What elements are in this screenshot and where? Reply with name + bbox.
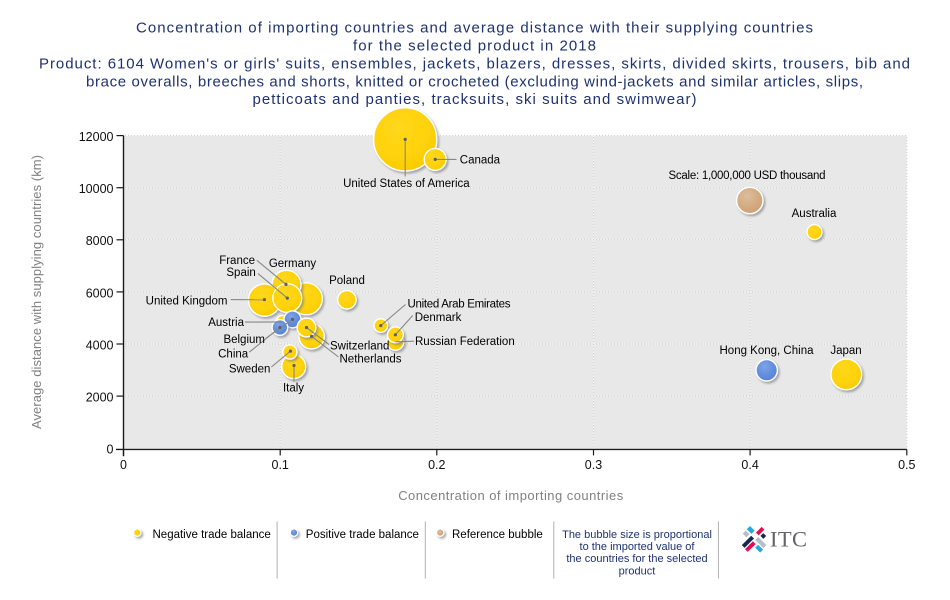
svg-text:to the imported value of: to the imported value of [580,541,696,553]
svg-text:Scale: 1,000,000 USD thousand: Scale: 1,000,000 USD thousand [669,170,826,182]
svg-text:Russian Federation: Russian Federation [415,336,515,348]
svg-text:Canada: Canada [460,155,501,167]
svg-text:Germany: Germany [269,258,317,270]
svg-text:Reference bubble: Reference bubble [452,529,543,541]
svg-text:Poland: Poland [329,275,365,287]
svg-text:Spain: Spain [226,267,255,279]
svg-text:Switzerland: Switzerland [330,340,389,352]
svg-text:Australia: Australia [792,208,837,220]
svg-text:the countries for the selected: the countries for the selected [566,553,707,565]
svg-text:Belgium: Belgium [223,334,265,346]
svg-text:Italy: Italy [283,382,304,394]
svg-text:0: 0 [107,443,114,457]
svg-text:0: 0 [120,458,127,472]
svg-text:4000: 4000 [86,338,114,352]
svg-text:petticoats and panties, tracks: petticoats and panties, tracksuits, ski … [253,91,697,108]
svg-text:China: China [218,348,249,360]
svg-text:Austria: Austria [208,317,244,329]
svg-text:for the selected product in 20: for the selected product in 2018 [353,38,596,55]
svg-text:United Arab Emirates: United Arab Emirates [408,299,511,311]
svg-text:10000: 10000 [79,182,114,196]
svg-text:0.5: 0.5 [898,458,915,472]
svg-text:ITC: ITC [770,527,807,552]
svg-text:Positive trade balance: Positive trade balance [306,529,419,541]
svg-text:United States of America: United States of America [343,178,470,190]
svg-text:brace overalls, breeches and s: brace overalls, breeches and shorts, kni… [86,73,863,90]
svg-text:Product: 6104 Women's or girls: Product: 6104 Women's or girls' suits, e… [39,55,910,72]
svg-text:0.1: 0.1 [272,458,289,472]
svg-text:Concentration of importing cou: Concentration of importing countries and… [136,20,813,37]
svg-text:Netherlands: Netherlands [340,353,402,365]
svg-text:The bubble size is proportiona: The bubble size is proportional [562,529,712,541]
svg-text:0.4: 0.4 [741,458,758,472]
svg-text:8000: 8000 [86,234,114,248]
svg-text:product: product [619,565,656,577]
svg-text:Negative trade balance: Negative trade balance [153,529,271,541]
svg-text:Sweden: Sweden [229,363,271,375]
svg-text:Denmark: Denmark [415,312,462,324]
svg-text:0.3: 0.3 [585,458,602,472]
svg-text:Hong Kong, China: Hong Kong, China [720,345,815,357]
svg-text:6000: 6000 [86,286,114,300]
svg-text:United Kingdom: United Kingdom [146,295,228,307]
svg-text:12000: 12000 [79,130,114,144]
svg-text:2000: 2000 [86,391,114,405]
svg-text:0.2: 0.2 [428,458,445,472]
svg-text:Concentration of importing cou: Concentration of importing countries [398,488,624,503]
svg-text:France: France [219,255,255,267]
svg-text:Average distance with supplyin: Average distance with supplying countrie… [29,155,44,429]
svg-text:Japan: Japan [830,345,861,357]
